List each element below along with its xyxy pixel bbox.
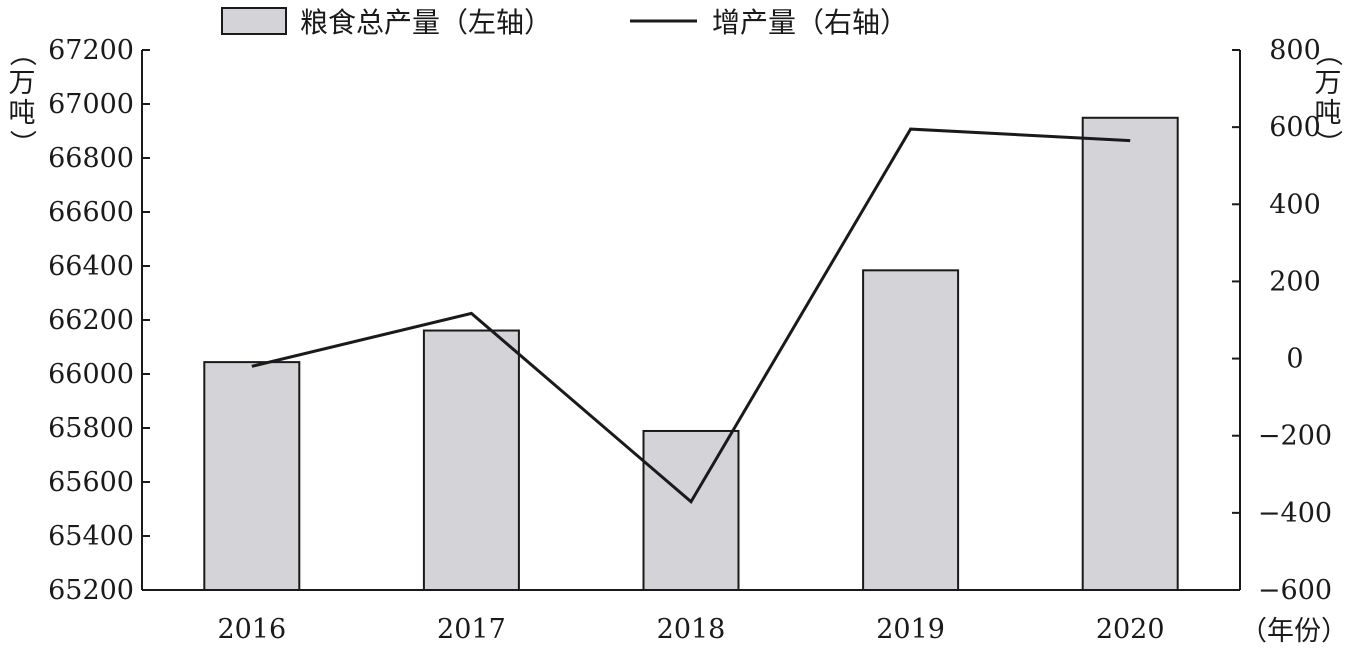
x-tick-label: 2016 [217,614,286,645]
left-tick-label: 66800 [48,143,134,174]
unit-char: ） [1312,130,1343,157]
x-tick-label: 2020 [1096,614,1165,645]
left-tick-label: 66200 [48,305,134,336]
left-tick-label: 67000 [48,89,134,120]
left-tick-label: 65600 [48,467,134,498]
left-axis-unit: （万吨） [6,40,37,157]
left-tick-label: 65800 [48,413,134,444]
unit-char: （ [6,40,37,67]
unit-char: 吨 [1315,98,1342,129]
unit-char: ） [6,130,37,157]
x-tick-label: 2017 [437,614,506,645]
left-tick-label: 66000 [48,359,134,390]
right-tick-label: −600 [1258,575,1332,606]
line-series [251,127,1131,505]
x-axis-unit: （年份） [1240,616,1348,647]
x-tick-label: 2018 [657,614,726,645]
right-axis-unit: （万吨） [1312,40,1343,157]
bar-2019 [862,269,960,591]
right-tick-label: 800 [1269,35,1321,66]
axes: 65200 65400 65600 65800 66000 66200 66400 66600… [6,35,1348,647]
right-tick-label: −200 [1258,421,1332,452]
left-tick-label: 65400 [48,521,134,552]
bar-2020 [1081,116,1179,592]
bar-2016 [203,361,301,591]
left-tick-label: 67200 [48,35,134,66]
left-tick-label: 65200 [48,575,134,606]
left-tick-label: 66600 [48,197,134,228]
bar-series [203,116,1179,592]
left-tick-label: 66400 [48,251,134,282]
legend-label-bar: 粮食总产量（左轴） [300,6,552,39]
unit-char: （ [1312,40,1343,67]
unit-char: 万 [9,68,36,99]
right-tick-label: 0 [1286,344,1303,375]
right-tick-label: −400 [1258,498,1332,529]
unit-char: 吨 [9,98,36,129]
unit-char: 万 [1315,68,1342,99]
right-tick-label: 400 [1269,189,1321,220]
legend: 粮食总产量（左轴） 增产量（右轴） [221,6,908,39]
legend-swatch-bar [221,7,287,35]
bar-2018 [642,429,740,591]
legend-label-line: 增产量（右轴） [712,6,908,39]
x-tick-label: 2019 [876,614,945,645]
bar-2017 [422,329,520,591]
right-tick-label: 200 [1269,266,1321,297]
right-tick-label: 600 [1269,112,1321,143]
